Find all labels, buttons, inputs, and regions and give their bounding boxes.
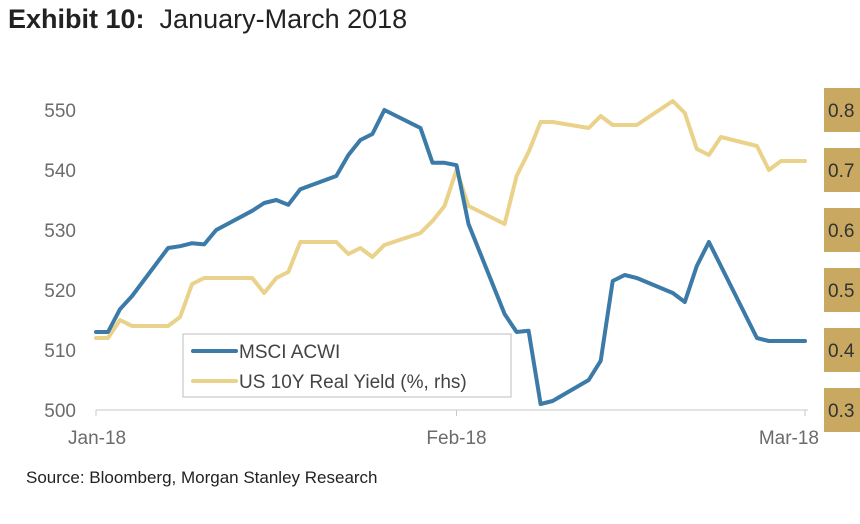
y-right-tick-label: 0.3	[828, 401, 854, 422]
y-right-tick-label: 0.8	[828, 101, 854, 122]
chart-title: Exhibit 10: January-March 2018	[8, 4, 407, 35]
source-note: Source: Bloomberg, Morgan Stanley Resear…	[26, 468, 378, 487]
y-right-tick-tag	[824, 388, 860, 432]
y-left-tick-label: 500	[44, 401, 76, 422]
y-right-tick-tag	[824, 208, 860, 252]
x-tick-label: Feb-18	[426, 428, 486, 449]
legend: MSCI ACWI US 10Y Real Yield (%, rhs)	[182, 333, 512, 398]
y-left-tick-label: 530	[44, 221, 76, 242]
x-axis-ticks: Jan-18 Feb-18 Mar-18	[68, 410, 819, 449]
legend-label-yield: US 10Y Real Yield (%, rhs)	[239, 372, 467, 393]
y-right-tick-tag	[824, 268, 860, 312]
series-lines	[94, 99, 807, 406]
series-line-us-10y-real-yield	[94, 99, 807, 340]
series-line-msci-acwi	[94, 108, 807, 406]
y-right-tick-label: 0.4	[828, 341, 855, 362]
y-left-tick-label: 550	[44, 101, 76, 122]
y-left-tick-label: 520	[44, 281, 76, 302]
y-right-tick-label: 0.6	[828, 221, 854, 242]
y-right-tick-label: 0.5	[828, 281, 854, 302]
left-axis-ticks: 550 540 530 520 510 500	[44, 101, 76, 422]
x-tick-label: Mar-18	[759, 428, 819, 449]
legend-box	[182, 333, 512, 398]
y-right-tick-label: 0.7	[828, 161, 854, 182]
y-right-tick-tag	[824, 328, 860, 372]
y-right-tick-tag	[824, 88, 860, 132]
exhibit-number: Exhibit 10:	[8, 4, 145, 34]
exhibit-title: January-March 2018	[159, 4, 408, 34]
x-tick-label: Jan-18	[68, 428, 126, 449]
y-right-tick-tag	[824, 148, 860, 192]
y-left-tick-label: 540	[44, 161, 76, 182]
y-left-tick-label: 510	[44, 341, 76, 362]
legend-label-msci: MSCI ACWI	[239, 342, 340, 363]
right-axis-tags: 0.8 0.7 0.6 0.5 0.4 0.3	[824, 88, 860, 432]
